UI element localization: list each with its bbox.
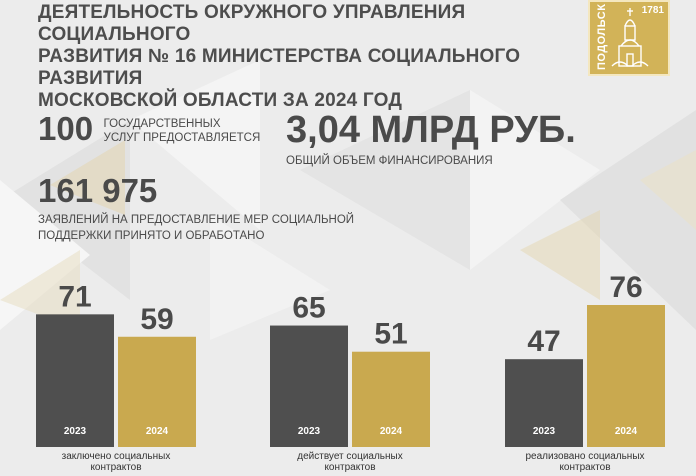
bar-2023-cat-2 (270, 325, 348, 447)
category-label: действует социальных контрактов (297, 451, 403, 473)
category-label: реализовано социальных контрактов (525, 451, 645, 473)
bar-2023-cat-1 (36, 314, 114, 447)
funding-caption: ОБЩИЙ ОБЪЕМ ФИНАНСИРОВАНИЯ (286, 155, 493, 167)
page-title: ДЕЯТЕЛЬНОСТЬ ОКРУЖНОГО УПРАВЛЕНИЯ СОЦИАЛ… (38, 2, 521, 111)
funding-value: 3,04 МЛРД РУБ. (286, 109, 576, 151)
bar-year-label: 2024 (615, 426, 638, 437)
bar-2024-cat-3 (587, 305, 665, 447)
bar-year-label: 2023 (533, 426, 556, 437)
applications-caption: ЗАЯВЛЕНИЙ НА ПРЕДОСТАВЛЕНИЕ МЕР СОЦИАЛЬН… (38, 214, 355, 242)
church-emblem-icon (611, 8, 649, 67)
bar-value-label: 51 (374, 318, 407, 351)
bar-value-label: 65 (292, 292, 325, 325)
bar-2023-cat-3 (505, 359, 583, 447)
bar-year-label: 2023 (298, 426, 321, 437)
bar-year-label: 2024 (146, 426, 169, 437)
applications-value: 161 975 (38, 172, 158, 209)
bar-year-label: 2023 (64, 426, 87, 437)
services-stat: 100 ГОСУДАРСТВЕННЫХ УСЛУГ ПРЕДОСТАВЛЯЕТС… (38, 112, 260, 146)
services-caption: ГОСУДАРСТВЕННЫХ УСЛУГ ПРЕДОСТАВЛЯЕТСЯ (103, 118, 261, 144)
bar-2024-cat-1 (118, 336, 196, 447)
bar-value-label: 59 (140, 303, 173, 336)
services-value: 100 (38, 110, 94, 147)
bar-year-label: 2024 (380, 426, 403, 437)
funding-stat: 3,04 МЛРД РУБ. ОБЩИЙ ОБЪЕМ ФИНАНСИРОВАНИ… (286, 110, 576, 168)
bar-value-label: 71 (58, 280, 91, 313)
city-logo: ПОДОЛЬСК 1781 (588, 0, 670, 76)
applications-stat: 161 975 ЗАЯВЛЕНИЙ НА ПРЕДОСТАВЛЕНИЕ МЕР … (38, 174, 354, 244)
category-label: заключено социальных контрактов (61, 451, 171, 473)
logo-year: 1781 (641, 5, 664, 16)
bar-2024-cat-2 (352, 351, 430, 447)
bar-value-label: 76 (609, 271, 642, 304)
bar-value-label: 47 (527, 325, 560, 358)
